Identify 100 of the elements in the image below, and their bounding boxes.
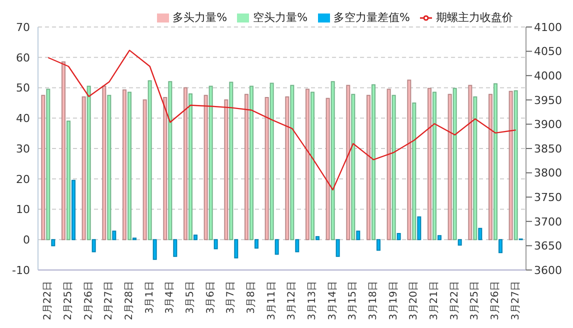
x-tick-label: 3月18日 <box>368 281 379 320</box>
bar <box>493 83 498 240</box>
bar <box>163 96 168 240</box>
bar <box>66 120 70 240</box>
bar <box>458 239 462 246</box>
bar <box>295 239 300 252</box>
y2-tick-label: 3600 <box>534 264 562 277</box>
bar <box>112 230 116 240</box>
y2-tick-label: 3750 <box>534 191 562 204</box>
legend-label: 空头力量% <box>253 11 308 24</box>
bar <box>229 82 234 240</box>
y2-tick-label: 4100 <box>534 20 562 34</box>
bar <box>448 94 452 240</box>
x-tick-label: 3月12日 <box>286 281 298 320</box>
bar <box>183 87 188 240</box>
x-tick-label: 3月4日 <box>164 281 176 314</box>
bar <box>478 228 482 240</box>
x-tick-label: 3月13日 <box>307 281 318 320</box>
x-tick-label: 3月15日 <box>348 281 359 320</box>
y2-tick-label: 3850 <box>534 142 562 156</box>
x-tick-label: 3月19日 <box>388 281 400 320</box>
x-tick-label: 3月7日 <box>226 281 237 314</box>
line-series <box>48 50 516 190</box>
x-tick-label: 2月28日 <box>124 281 135 320</box>
x-tick-label: 2月26日 <box>83 281 94 320</box>
bar <box>152 239 157 260</box>
legend-label: 多头力量% <box>172 11 228 24</box>
x-tick-label: 3月5日 <box>185 281 196 314</box>
y2-tick-label: 3700 <box>534 215 562 228</box>
y2-tick-label: 3950 <box>534 94 562 107</box>
bar <box>173 239 178 257</box>
bar <box>274 239 279 255</box>
bar <box>264 96 269 240</box>
bar <box>290 84 294 240</box>
bar <box>51 239 56 246</box>
bar <box>168 81 172 240</box>
bar <box>396 233 401 240</box>
x-tick-label: 3月6日 <box>205 281 216 314</box>
bar <box>249 86 254 240</box>
x-tick-label: 3月14日 <box>327 281 338 320</box>
bar <box>468 84 472 240</box>
bar <box>392 94 396 240</box>
x-tick-label: 3月22日 <box>449 281 460 320</box>
x-tick-label: 2月25日 <box>63 281 74 320</box>
bar <box>224 99 228 240</box>
bar <box>488 94 492 240</box>
y2-tick-label: 4000 <box>534 70 562 83</box>
x-tick-label: 2月22日 <box>42 281 54 320</box>
bar <box>71 180 76 240</box>
x-tick-label: 3月26日 <box>490 281 501 320</box>
y2-tick-label: 4050 <box>534 45 562 58</box>
bar <box>244 94 248 240</box>
y2-tick-label: 3800 <box>534 166 562 180</box>
x-tick-label: 3月11日 <box>266 281 278 320</box>
bar <box>148 80 152 240</box>
bar <box>270 82 274 240</box>
bar <box>346 84 350 240</box>
y-tick-label: 40 <box>16 112 30 126</box>
bar <box>330 81 335 240</box>
bar <box>498 239 502 254</box>
x-tick-label: 3月27日 <box>510 281 522 320</box>
bar <box>193 234 198 240</box>
x-tick-label: 2月27日 <box>104 281 115 320</box>
y-tick-label: 50 <box>16 82 30 95</box>
legend-label: 多空力量差值% <box>334 11 410 24</box>
bar <box>214 239 218 250</box>
bar <box>254 239 258 249</box>
bar <box>208 86 213 240</box>
x-tick-label: 3月20日 <box>408 281 420 320</box>
bar <box>351 94 356 240</box>
bar <box>417 216 422 240</box>
bar <box>188 93 192 240</box>
x-tick-label: 3月25日 <box>470 281 481 320</box>
bar <box>412 102 416 240</box>
bar <box>432 92 436 240</box>
bar <box>427 88 432 240</box>
y-tick-label: 70 <box>16 20 30 34</box>
y-tick-label: 20 <box>16 172 30 186</box>
legend-label: 期螺主力收盘价 <box>436 11 513 24</box>
y-tick-label: 10 <box>16 203 30 216</box>
bar <box>46 88 50 240</box>
bar <box>437 235 442 240</box>
bar <box>127 92 132 240</box>
bar <box>122 89 126 240</box>
y-tick-label: -10 <box>12 264 30 277</box>
bar <box>386 88 391 240</box>
bar <box>310 92 314 240</box>
bar <box>508 90 513 240</box>
bar <box>92 239 96 252</box>
bar <box>473 96 478 240</box>
y2-tick-label: 3900 <box>534 118 562 132</box>
bar <box>376 239 380 251</box>
y2-tick-label: 3650 <box>534 240 562 253</box>
bar <box>326 98 330 240</box>
y-tick-label: 30 <box>16 142 30 156</box>
bar <box>452 88 457 240</box>
bar <box>514 90 518 240</box>
x-tick-label: 3月8日 <box>246 281 257 314</box>
bar <box>234 239 238 258</box>
bar <box>204 94 208 240</box>
